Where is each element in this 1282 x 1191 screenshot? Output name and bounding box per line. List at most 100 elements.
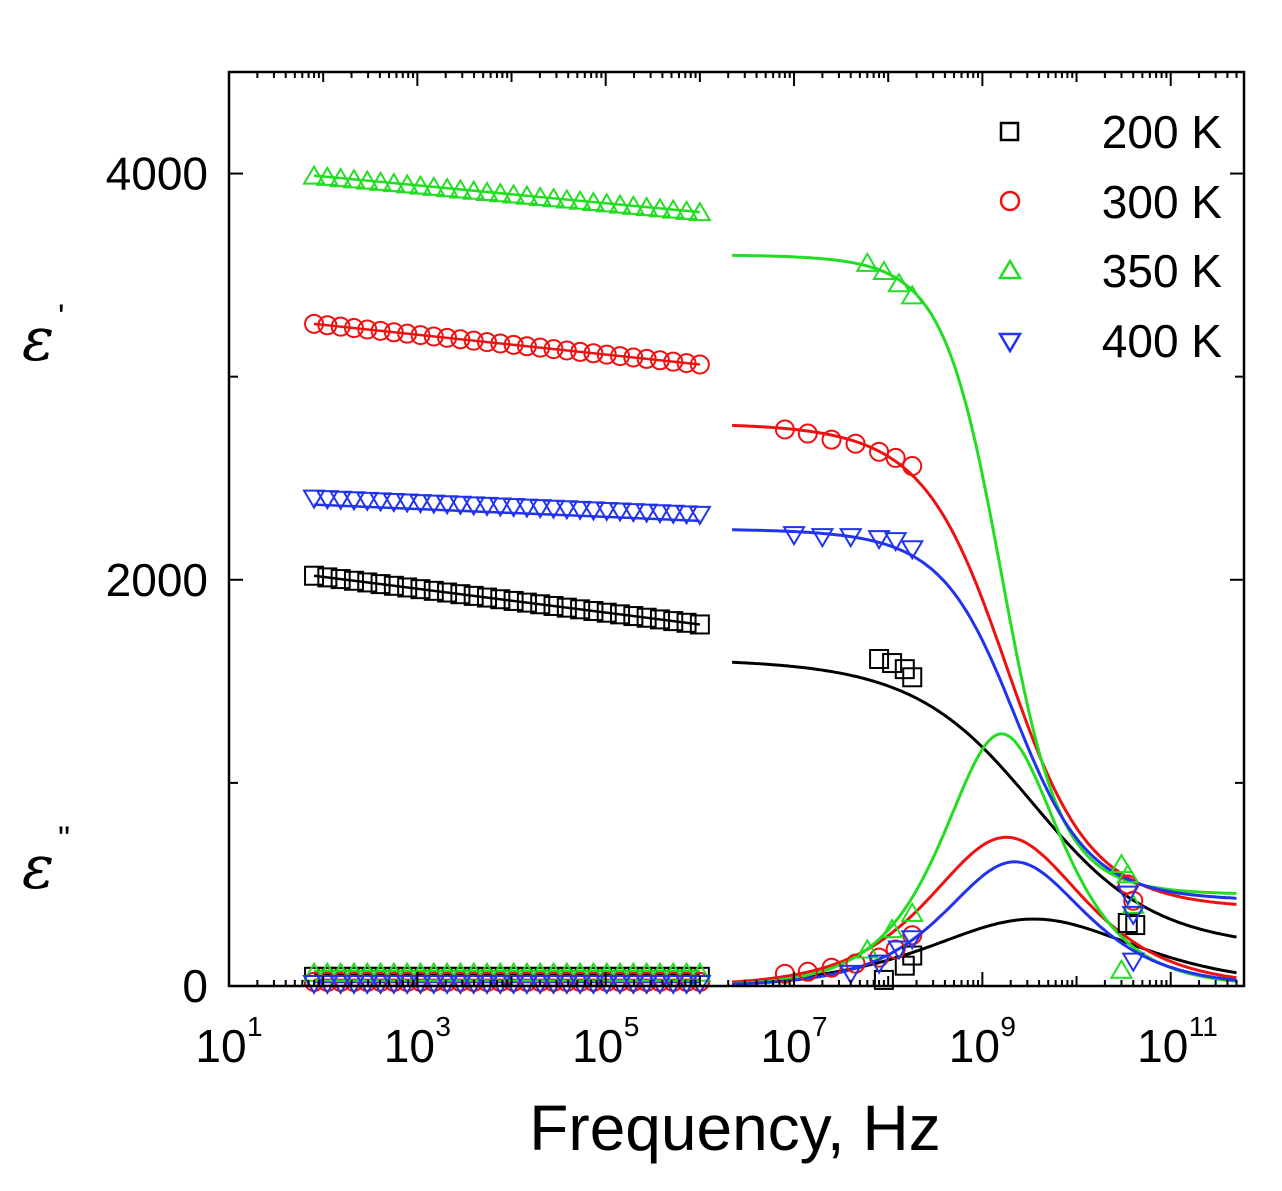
marker-triangle-down (867, 530, 891, 551)
fit-curve-eps2 (731, 835, 1237, 984)
marker-triangle-down (782, 526, 806, 547)
marker-triangle-up (661, 198, 686, 219)
marker-circle (663, 971, 684, 992)
marker-circle (357, 971, 378, 992)
marker-triangle-down (368, 974, 393, 995)
marker-square (383, 575, 404, 596)
y-tick-label: 2000 (106, 554, 208, 606)
x-tick-base: 10 (572, 1020, 623, 1072)
marker-circle (570, 341, 591, 362)
marker-triangle-up (674, 199, 699, 220)
marker-triangle-up (900, 901, 924, 922)
marker-circle (623, 971, 644, 992)
x-tick-base: 10 (949, 1020, 1000, 1072)
x-tick-exponent: 1 (247, 1011, 263, 1042)
marker-square (649, 609, 670, 630)
marker-triangle-up (435, 961, 459, 982)
marker-triangle-up (594, 192, 619, 213)
series-200k (304, 565, 1146, 990)
marker-triangle-down (475, 974, 499, 995)
marker-circle (330, 971, 351, 992)
marker-circle (610, 346, 631, 367)
x-tick-base: 10 (384, 1020, 435, 1072)
marker-triangle-down (368, 492, 393, 513)
marker-triangle-down (810, 528, 835, 549)
marker-triangle-up (422, 175, 446, 196)
marker-triangle-up (328, 167, 353, 188)
x-tick-exponent: 3 (435, 1011, 451, 1042)
marker-triangle-down (395, 493, 419, 514)
marker-triangle-up (634, 961, 659, 982)
marker-triangle-down (900, 930, 924, 951)
marker-triangle-down (688, 505, 712, 526)
marker-triangle-down (422, 974, 446, 995)
marker-triangle-up (355, 169, 380, 190)
marker-circle (317, 315, 338, 336)
axes (227, 70, 1246, 988)
marker-circle (516, 336, 537, 357)
x-tick-label: 10 9 (949, 1011, 1016, 1072)
marker-square (663, 611, 684, 632)
marker-square (556, 597, 577, 618)
series-400k (302, 489, 1145, 995)
marker-square (873, 969, 894, 990)
fit-300k (313, 322, 1237, 984)
marker-square (317, 567, 338, 588)
marker-circle (450, 329, 471, 350)
marker-circle (304, 313, 325, 334)
marker-triangle-down (900, 540, 924, 561)
marker-triangle-down (648, 504, 672, 525)
marker-triangle-down (838, 528, 863, 549)
marker-triangle-up (555, 961, 579, 982)
marker-triangle-down (887, 940, 911, 961)
marker-square (304, 565, 325, 586)
x-tick-label: 10 1 (195, 1011, 262, 1072)
marker-square (330, 569, 351, 590)
marker-square (463, 585, 484, 606)
marker-circle (610, 971, 631, 992)
marker-triangle-up (541, 187, 566, 208)
marker-triangle-down (541, 499, 566, 520)
marker-triangle-down (422, 494, 446, 515)
marker-triangle-up (501, 961, 526, 982)
marker-triangle-up (855, 251, 880, 272)
marker-circle (623, 347, 644, 368)
marker-circle (410, 325, 431, 346)
marker-circle (556, 340, 577, 361)
marker-triangle-up (621, 194, 646, 215)
marker-square (357, 572, 378, 593)
marker-circle (490, 333, 511, 354)
marker-triangle-up (315, 165, 340, 186)
marker-square (570, 599, 591, 620)
marker-triangle-down (328, 974, 353, 995)
x-tick-base: 10 (1137, 1020, 1188, 1072)
marker-circle (383, 322, 404, 343)
marker-triangle-up (581, 191, 606, 212)
marker-circle (503, 334, 524, 355)
marker-circle (410, 971, 431, 992)
marker-circle (476, 332, 497, 353)
marker-square (370, 574, 391, 595)
marker-triangle-up (661, 961, 686, 982)
marker-circle (797, 961, 818, 982)
marker-triangle-down (488, 497, 513, 518)
marker-triangle-down (515, 498, 539, 519)
x-tick-exponent: 7 (812, 1011, 828, 1042)
x-tick-exponent: 5 (624, 1011, 640, 1042)
marker-triangle-down (581, 974, 606, 995)
marker-triangle-down (634, 974, 659, 995)
marker-triangle-up (674, 961, 699, 982)
marker-circle (503, 971, 524, 992)
marker-triangle-down (435, 495, 459, 516)
x-tick-base: 10 (195, 1020, 246, 1072)
marker-circle (902, 925, 923, 946)
marker-triangle-down (555, 974, 579, 995)
x-tick-exponent: 11 (1189, 1011, 1218, 1042)
marker-triangle-up (422, 961, 446, 982)
marker-triangle-up (872, 260, 896, 281)
low-freq-fit-line (313, 322, 700, 366)
marker-triangle-down (488, 974, 513, 995)
legend-item-300k: 300 K (999, 176, 1222, 228)
marker-triangle-up (315, 961, 340, 982)
marker-triangle-down (1116, 885, 1140, 906)
